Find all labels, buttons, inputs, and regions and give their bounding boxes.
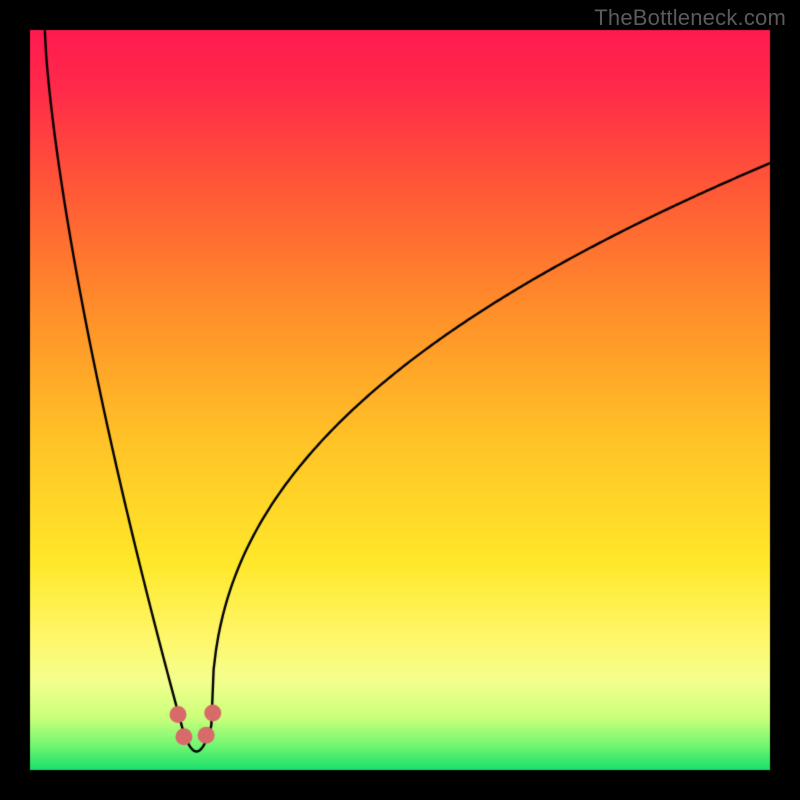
chart-stage: TheBottleneck.com: [0, 0, 800, 800]
watermark-text: TheBottleneck.com: [594, 5, 786, 31]
bottleneck-curve-canvas: [0, 0, 800, 800]
